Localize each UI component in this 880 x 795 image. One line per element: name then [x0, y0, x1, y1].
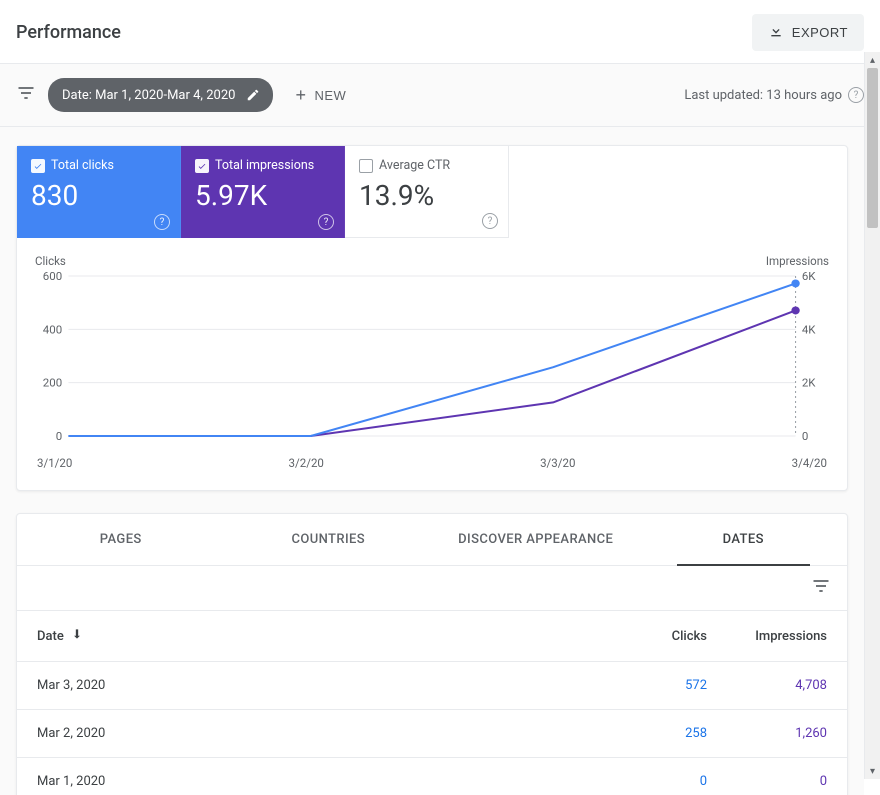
- download-icon: [768, 23, 784, 42]
- tab-discover-appearance[interactable]: DISCOVER APPEARANCE: [432, 514, 640, 565]
- table-row[interactable]: Mar 2, 20202581,260: [17, 709, 847, 757]
- metric-average-ctr[interactable]: Average CTR 13.9% ?: [345, 146, 509, 238]
- svg-text:0: 0: [802, 430, 808, 443]
- cell-impressions: 1,260: [707, 726, 827, 741]
- checkbox-checked-icon: [195, 159, 209, 173]
- scrollbar-thumb[interactable]: [867, 68, 878, 228]
- metric-value: 13.9%: [359, 179, 494, 212]
- new-filter-button[interactable]: + NEW: [285, 82, 356, 109]
- breakdown-card: PAGESCOUNTRIESDISCOVER APPEARANCEDATES D…: [16, 513, 848, 795]
- edit-icon: [243, 85, 263, 105]
- col-header-date[interactable]: Date: [37, 627, 587, 645]
- svg-text:0: 0: [56, 430, 62, 443]
- plus-icon: +: [295, 88, 306, 102]
- help-icon[interactable]: ?: [318, 214, 334, 230]
- svg-text:6K: 6K: [802, 270, 817, 283]
- help-icon[interactable]: ?: [154, 214, 170, 230]
- filter-icon[interactable]: [16, 83, 36, 107]
- table-row[interactable]: Mar 3, 20205724,708: [17, 661, 847, 709]
- page-title: Performance: [16, 22, 121, 43]
- metric-value: 5.97K: [195, 179, 330, 212]
- svg-text:2K: 2K: [802, 377, 817, 390]
- sort-desc-icon: [70, 627, 84, 645]
- metric-value: 830: [31, 179, 166, 212]
- performance-card: Total clicks 830 ? Total impressions 5.9…: [16, 145, 848, 491]
- cell-clicks: 0: [587, 774, 707, 789]
- scroll-down-icon[interactable]: ▾: [865, 763, 880, 779]
- performance-chart: 0 0 200 2K 400 4K 600 6K: [35, 270, 829, 450]
- metric-label: Average CTR: [379, 158, 450, 173]
- col-header-clicks[interactable]: Clicks: [587, 629, 707, 644]
- export-label: EXPORT: [792, 25, 848, 40]
- x-tick-label: 3/4/20: [792, 456, 827, 470]
- checkbox-checked-icon: [31, 159, 45, 173]
- axis-label-left: Clicks: [35, 254, 66, 268]
- metric-label: Total impressions: [215, 158, 314, 173]
- vertical-scrollbar[interactable]: ▴ ▾: [864, 52, 880, 779]
- table-header-row: Date Clicks Impressions: [17, 610, 847, 661]
- metric-total-impressions[interactable]: Total impressions 5.97K ?: [181, 146, 345, 238]
- checkbox-unchecked-icon: [359, 159, 373, 173]
- x-tick-label: 3/3/20: [540, 456, 575, 470]
- scroll-up-icon[interactable]: ▴: [865, 52, 880, 68]
- cell-date: Mar 3, 2020: [37, 678, 587, 693]
- filter-icon[interactable]: [811, 576, 831, 600]
- cell-clicks: 572: [587, 678, 707, 693]
- svg-text:600: 600: [43, 270, 62, 283]
- table-row[interactable]: Mar 1, 202000: [17, 757, 847, 795]
- date-chip-label: Date: Mar 1, 2020-Mar 4, 2020: [62, 88, 235, 103]
- x-tick-label: 3/1/20: [37, 456, 72, 470]
- axis-label-right: Impressions: [766, 254, 829, 268]
- new-label: NEW: [314, 88, 346, 103]
- svg-text:200: 200: [43, 377, 62, 390]
- col-header-impressions[interactable]: Impressions: [707, 629, 827, 644]
- metric-total-clicks[interactable]: Total clicks 830 ?: [17, 146, 181, 238]
- cell-impressions: 0: [707, 774, 827, 789]
- cell-clicks: 258: [587, 726, 707, 741]
- help-icon[interactable]: ?: [482, 213, 498, 229]
- tab-dates[interactable]: DATES: [640, 514, 848, 565]
- last-updated-text: Last updated: 13 hours ago ?: [684, 87, 864, 103]
- cell-date: Mar 2, 2020: [37, 726, 587, 741]
- help-icon[interactable]: ?: [848, 87, 864, 103]
- x-tick-label: 3/2/20: [289, 456, 324, 470]
- metric-label: Total clicks: [51, 158, 114, 173]
- tab-countries[interactable]: COUNTRIES: [225, 514, 433, 565]
- date-range-chip[interactable]: Date: Mar 1, 2020-Mar 4, 2020: [48, 78, 273, 112]
- export-button[interactable]: EXPORT: [752, 14, 864, 51]
- svg-text:400: 400: [43, 324, 62, 337]
- cell-impressions: 4,708: [707, 678, 827, 693]
- tab-pages[interactable]: PAGES: [17, 514, 225, 565]
- svg-text:4K: 4K: [802, 324, 817, 337]
- cell-date: Mar 1, 2020: [37, 774, 587, 789]
